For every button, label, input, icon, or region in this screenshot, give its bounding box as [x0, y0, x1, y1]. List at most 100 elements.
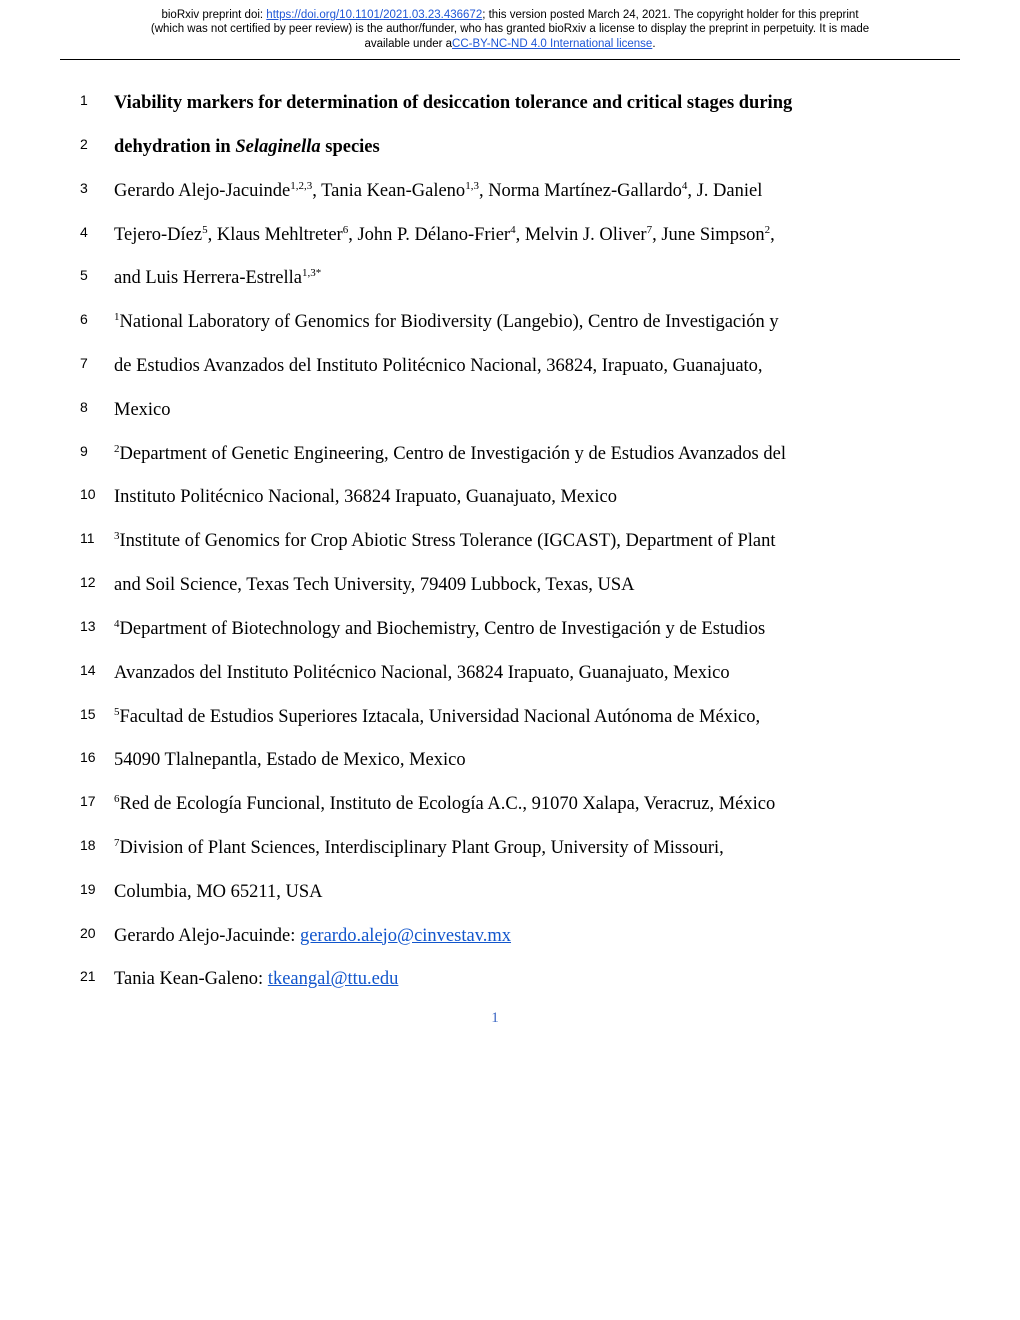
header-text-3a: available under a [364, 38, 452, 50]
header-text-1: bioRxiv preprint doi: [161, 9, 266, 21]
author-name: , John P. Délano-Frier [348, 225, 510, 245]
affiliation-text: 2Department of Genetic Engineering, Cent… [114, 441, 910, 468]
line-number: 1 [80, 90, 114, 108]
affiliation-line: 7 de Estudios Avanzados del Instituto Po… [80, 353, 910, 380]
line-number: 8 [80, 397, 114, 415]
author-name: , Norma Martínez-Gallardo [479, 181, 682, 201]
line-number: 5 [80, 265, 114, 283]
author-line: 4 Tejero-Díez5, Klaus Mehltreter6, John … [80, 222, 910, 249]
affil-fragment: Institute of Genomics for Crop Abiotic S… [120, 531, 776, 551]
affiliation-line: 17 6Red de Ecología Funcional, Instituto… [80, 791, 910, 818]
title-line-2: 2 dehydration in Selaginella species [80, 134, 910, 161]
affiliation-text: and Soil Science, Texas Tech University,… [114, 572, 910, 599]
title-fragment: dehydration in [114, 137, 235, 157]
line-number: 3 [80, 178, 114, 196]
affiliation-text: Columbia, MO 65211, USA [114, 879, 910, 906]
genus-name: Selaginella [235, 137, 320, 157]
line-number: 21 [80, 966, 114, 984]
author-line: 5 and Luis Herrera-Estrella1,3* [80, 265, 910, 292]
affiliation-line: 13 4Department of Biotechnology and Bioc… [80, 616, 910, 643]
header-text-1b: ; this version posted March 24, 2021. Th… [482, 9, 858, 21]
affiliation-line: 9 2Department of Genetic Engineering, Ce… [80, 441, 910, 468]
affiliation-text: 6Red de Ecología Funcional, Instituto de… [114, 791, 910, 818]
header-text-2: (which was not certified by peer review)… [151, 23, 869, 35]
affiliation-line: 16 54090 Tlalnepantla, Estado de Mexico,… [80, 747, 910, 774]
author-name: , [770, 225, 775, 245]
affiliation-line: 8 Mexico [80, 397, 910, 424]
preprint-header: bioRxiv preprint doi: https://doi.org/10… [0, 0, 1020, 55]
contact-name: Gerardo Alejo-Jacuinde: [114, 926, 300, 946]
contact-name: Tania Kean-Galeno: [114, 969, 268, 989]
manuscript-body: 1 Viability markers for determination of… [0, 60, 1020, 1047]
affil-fragment: Division of Plant Sciences, Interdiscipl… [120, 838, 724, 858]
line-number: 20 [80, 923, 114, 941]
affiliation-line: 15 5Facultad de Estudios Superiores Izta… [80, 704, 910, 731]
line-number: 2 [80, 134, 114, 152]
author-name: , Melvin J. Oliver [516, 225, 647, 245]
affiliation-line: 10 Instituto Politécnico Nacional, 36824… [80, 484, 910, 511]
line-number: 18 [80, 835, 114, 853]
line-number: 12 [80, 572, 114, 590]
contact-line: 21 Tania Kean-Galeno: tkeangal@ttu.edu [80, 966, 910, 993]
title-text: Viability markers for determination of d… [114, 90, 910, 117]
author-name: and Luis Herrera-Estrella [114, 268, 302, 288]
affiliation-line: 12 and Soil Science, Texas Tech Universi… [80, 572, 910, 599]
affiliation-line: 6 1National Laboratory of Genomics for B… [80, 309, 910, 336]
affil-fragment: Red de Ecología Funcional, Instituto de … [120, 794, 776, 814]
author-text: and Luis Herrera-Estrella1,3* [114, 265, 910, 292]
line-number: 9 [80, 441, 114, 459]
header-text-3b: . [652, 38, 655, 50]
affiliation-text: 54090 Tlalnepantla, Estado de Mexico, Me… [114, 747, 910, 774]
title-text: dehydration in Selaginella species [114, 134, 910, 161]
affiliation-text: Instituto Politécnico Nacional, 36824 Ir… [114, 484, 910, 511]
line-number: 17 [80, 791, 114, 809]
line-number: 11 [80, 528, 114, 546]
email-link[interactable]: gerardo.alejo@cinvestav.mx [300, 926, 511, 946]
author-name: Tejero-Díez [114, 225, 202, 245]
title-fragment: species [321, 137, 380, 157]
line-number: 4 [80, 222, 114, 240]
affiliation-line: 14 Avanzados del Instituto Politécnico N… [80, 660, 910, 687]
contact-text: Tania Kean-Galeno: tkeangal@ttu.edu [114, 966, 910, 993]
affiliation-text: 4Department of Biotechnology and Biochem… [114, 616, 910, 643]
affiliation-text: 7Division of Plant Sciences, Interdiscip… [114, 835, 910, 862]
affiliation-line: 19 Columbia, MO 65211, USA [80, 879, 910, 906]
line-number: 19 [80, 879, 114, 897]
affiliation-text: de Estudios Avanzados del Instituto Poli… [114, 353, 910, 380]
line-number: 10 [80, 484, 114, 502]
author-name: Gerardo Alejo-Jacuinde [114, 181, 290, 201]
affiliation-text: 5Facultad de Estudios Superiores Iztacal… [114, 704, 910, 731]
affiliation-text: 1National Laboratory of Genomics for Bio… [114, 309, 910, 336]
author-line: 3 Gerardo Alejo-Jacuinde1,2,3, Tania Kea… [80, 178, 910, 205]
author-text: Gerardo Alejo-Jacuinde1,2,3, Tania Kean-… [114, 178, 910, 205]
affil-sup: 1,2,3 [290, 180, 312, 192]
affil-fragment: National Laboratory of Genomics for Biod… [120, 312, 779, 332]
affiliation-text: 3Institute of Genomics for Crop Abiotic … [114, 528, 910, 555]
line-number: 16 [80, 747, 114, 765]
author-name: , June Simpson [652, 225, 765, 245]
title-line-1: 1 Viability markers for determination of… [80, 90, 910, 117]
contact-line: 20 Gerardo Alejo-Jacuinde: gerardo.alejo… [80, 923, 910, 950]
affil-fragment: Facultad de Estudios Superiores Iztacala… [120, 707, 761, 727]
affil-fragment: Department of Genetic Engineering, Centr… [120, 444, 787, 464]
license-link[interactable]: CC-BY-NC-ND 4.0 International license [452, 38, 652, 50]
affil-fragment: Department of Biotechnology and Biochemi… [120, 619, 766, 639]
affiliation-text: Avanzados del Instituto Politécnico Naci… [114, 660, 910, 687]
contact-text: Gerardo Alejo-Jacuinde: gerardo.alejo@ci… [114, 923, 910, 950]
author-text: Tejero-Díez5, Klaus Mehltreter6, John P.… [114, 222, 910, 249]
email-link[interactable]: tkeangal@ttu.edu [268, 969, 399, 989]
author-name: , J. Daniel [687, 181, 762, 201]
page-number: 1 [80, 1010, 910, 1027]
author-name: , Klaus Mehltreter [208, 225, 343, 245]
affil-sup: 1,3* [302, 267, 321, 279]
line-number: 15 [80, 704, 114, 722]
line-number: 6 [80, 309, 114, 327]
affil-sup: 1,3 [465, 180, 479, 192]
line-number: 13 [80, 616, 114, 634]
affiliation-text: Mexico [114, 397, 910, 424]
affiliation-line: 18 7Division of Plant Sciences, Interdis… [80, 835, 910, 862]
line-number: 7 [80, 353, 114, 371]
line-number: 14 [80, 660, 114, 678]
affiliation-line: 11 3Institute of Genomics for Crop Abiot… [80, 528, 910, 555]
doi-link[interactable]: https://doi.org/10.1101/2021.03.23.43667… [266, 9, 482, 21]
